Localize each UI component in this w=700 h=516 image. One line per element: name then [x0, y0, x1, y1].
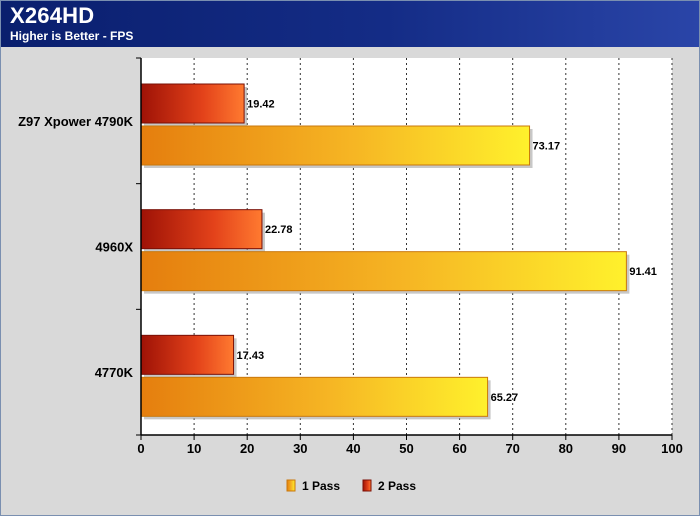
legend-swatch-2-pass — [362, 479, 372, 492]
x-tick-label: 80 — [559, 441, 573, 456]
data-label: 65.27 — [491, 392, 519, 404]
chart-header: X264HD Higher is Better - FPS — [1, 1, 699, 47]
category-label: 4960X — [95, 240, 133, 255]
x-tick-label: 10 — [187, 441, 201, 456]
bar-2-pass — [140, 209, 263, 250]
x-tick-label: 30 — [293, 441, 307, 456]
category-label: 4770K — [95, 365, 134, 380]
bar-2-pass — [140, 334, 235, 375]
x-tick-label: 90 — [612, 441, 626, 456]
legend-label: 2 Pass — [378, 479, 416, 493]
x-tick-label: 60 — [452, 441, 466, 456]
data-label: 22.78 — [265, 224, 293, 236]
bar-1-pass — [140, 125, 531, 166]
x-tick-label: 0 — [137, 441, 144, 456]
x-tick-label: 100 — [661, 441, 683, 456]
category-label: Z97 Xpower 4790K — [18, 114, 133, 129]
data-label: 73.17 — [533, 141, 561, 153]
bar-1-pass — [140, 251, 627, 292]
data-label: 91.41 — [629, 266, 657, 278]
data-label: 19.42 — [247, 99, 275, 111]
legend-label: 1 Pass — [302, 479, 340, 493]
bar-1-pass — [140, 376, 489, 417]
chart-title: X264HD — [10, 3, 95, 28]
chart-subtitle: Higher is Better - FPS — [10, 29, 134, 43]
x-tick-label: 70 — [505, 441, 519, 456]
legend-swatch-1-pass — [286, 479, 296, 492]
x-tick-label: 40 — [346, 441, 360, 456]
data-label: 17.43 — [237, 350, 265, 362]
x-tick-label: 50 — [399, 441, 413, 456]
x-tick-label: 20 — [240, 441, 254, 456]
bar-2-pass — [140, 83, 245, 124]
